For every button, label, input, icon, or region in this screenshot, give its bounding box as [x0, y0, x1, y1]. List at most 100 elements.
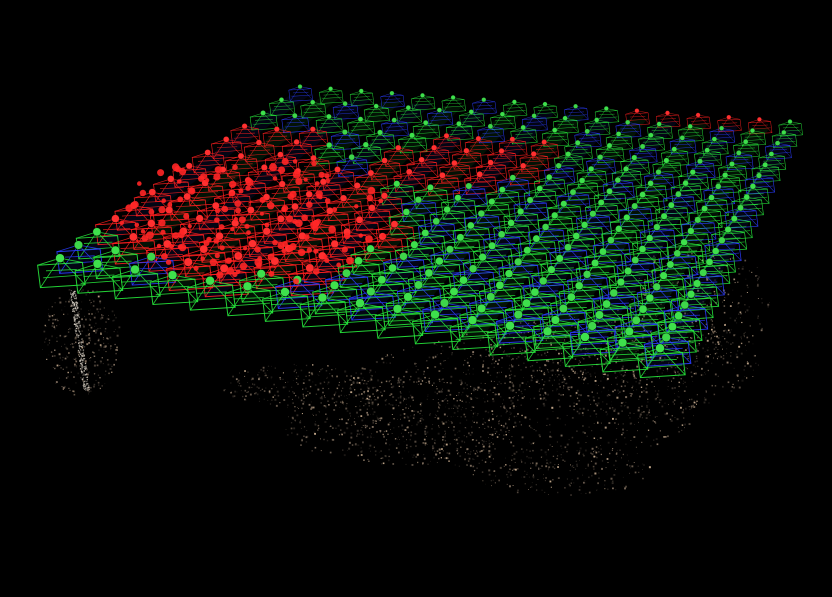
camera-center-sphere — [572, 232, 581, 240]
camera-center-sphere — [675, 191, 682, 198]
camera-center-sphere — [346, 256, 354, 265]
camera-center-sphere — [223, 136, 230, 143]
camera-frustum — [314, 239, 358, 271]
camera-frustum — [704, 236, 742, 264]
camera-center-sphere — [195, 214, 204, 223]
camera-center-sphere — [715, 183, 722, 190]
camera-frustum — [301, 251, 346, 283]
camera-frustum — [575, 259, 617, 289]
camera-frustum — [498, 257, 541, 288]
camera-center-sphere — [326, 113, 332, 120]
strip-band — [462, 119, 647, 337]
camera-frustum — [717, 114, 742, 133]
camera-frustum — [383, 252, 427, 283]
camera-center-sphere — [286, 215, 294, 223]
camera-center-sphere — [463, 147, 470, 154]
terrain-patch — [285, 375, 521, 466]
camera-center-sphere — [205, 276, 215, 286]
camera-center-sphere — [546, 174, 553, 181]
camera-center-sphere — [228, 180, 237, 188]
camera-frustum — [451, 147, 483, 170]
camera-frustum — [733, 139, 760, 159]
camera-center-sphere — [281, 248, 287, 254]
camera-center-sphere — [597, 154, 604, 161]
camera-frustum — [130, 219, 175, 250]
camera-center-sphere — [134, 222, 140, 228]
camera-center-sphere — [550, 315, 560, 325]
camera-center-sphere — [257, 256, 263, 262]
camera-center-sphere — [631, 256, 640, 264]
camera-center-sphere — [366, 244, 375, 253]
camera-frustum — [93, 245, 141, 280]
camera-center-sphere — [326, 207, 334, 215]
camera-center-sphere — [522, 298, 532, 308]
camera-center-sphere — [305, 263, 315, 273]
camera-center-sphere — [456, 121, 462, 127]
camera-center-sphere — [541, 139, 547, 145]
camera-frustum — [441, 95, 466, 113]
camera-center-sphere — [775, 140, 781, 146]
camera-center-sphere — [183, 213, 190, 220]
camera-frustum — [670, 290, 714, 321]
camera-center-sphere — [342, 268, 351, 278]
camera-center-sphere — [165, 206, 174, 214]
camera-center-sphere — [147, 219, 156, 228]
camera-center-sphere — [711, 136, 717, 142]
camera-center-sphere — [631, 202, 639, 210]
camera-center-sphere — [465, 182, 473, 190]
camera-center-sphere — [631, 315, 641, 325]
flight-strip — [524, 112, 711, 362]
camera-frustum — [764, 140, 792, 160]
camera-center-sphere — [552, 127, 558, 133]
camera-center-sphere — [531, 113, 537, 119]
camera-center-sphere — [161, 198, 166, 203]
camera-center-sphere — [486, 292, 496, 302]
camera-frustum — [337, 298, 386, 334]
camera-center-sphere — [391, 117, 397, 123]
camera-center-sphere — [156, 243, 162, 249]
camera-center-sphere — [617, 337, 628, 348]
camera-center-sphere — [659, 271, 668, 280]
camera-center-sphere — [532, 234, 541, 243]
camera-center-sphere — [565, 151, 572, 158]
camera-center-sphere — [362, 141, 369, 148]
camera-center-sphere — [392, 304, 403, 314]
camera-center-sphere — [680, 238, 688, 246]
camera-center-sphere — [631, 154, 638, 161]
terrain-patch — [472, 446, 651, 496]
camera-center-sphere — [513, 310, 523, 320]
camera-center-sphere — [259, 196, 266, 203]
camera-center-sphere — [512, 99, 517, 105]
camera-center-sphere — [737, 204, 744, 212]
camera-center-sphere — [443, 132, 450, 139]
camera-frustum — [56, 240, 104, 274]
camera-frustum — [74, 259, 124, 294]
camera-center-sphere — [189, 188, 195, 194]
camera-center-sphere — [165, 259, 172, 265]
camera-center-sphere — [729, 161, 735, 167]
camera-frustum — [363, 103, 390, 123]
camera-center-sphere — [357, 116, 364, 122]
camera-center-sphere — [504, 269, 514, 278]
camera-center-sphere — [214, 217, 220, 223]
camera-center-sphere — [497, 230, 506, 239]
camera-center-sphere — [214, 166, 223, 174]
camera-center-sphere — [183, 192, 191, 201]
camera-center-sphere — [161, 253, 168, 260]
camera-center-sphere — [277, 242, 285, 250]
camera-center-sphere — [292, 159, 298, 164]
camera-center-sphere — [424, 268, 434, 278]
camera-center-sphere — [111, 214, 120, 223]
camera-frustum — [314, 142, 346, 165]
camera-center-sphere — [267, 202, 275, 210]
camera-center-sphere — [656, 121, 662, 127]
camera-center-sphere — [213, 237, 220, 244]
camera-center-sphere — [432, 217, 440, 225]
camera-frustum — [662, 191, 696, 215]
camera-center-sphere — [373, 103, 379, 109]
camera-center-sphere — [245, 178, 254, 187]
camera-center-sphere — [569, 188, 577, 196]
camera-center-sphere — [445, 245, 454, 254]
camera-frustum — [398, 132, 428, 154]
camera-frustum — [696, 194, 729, 218]
